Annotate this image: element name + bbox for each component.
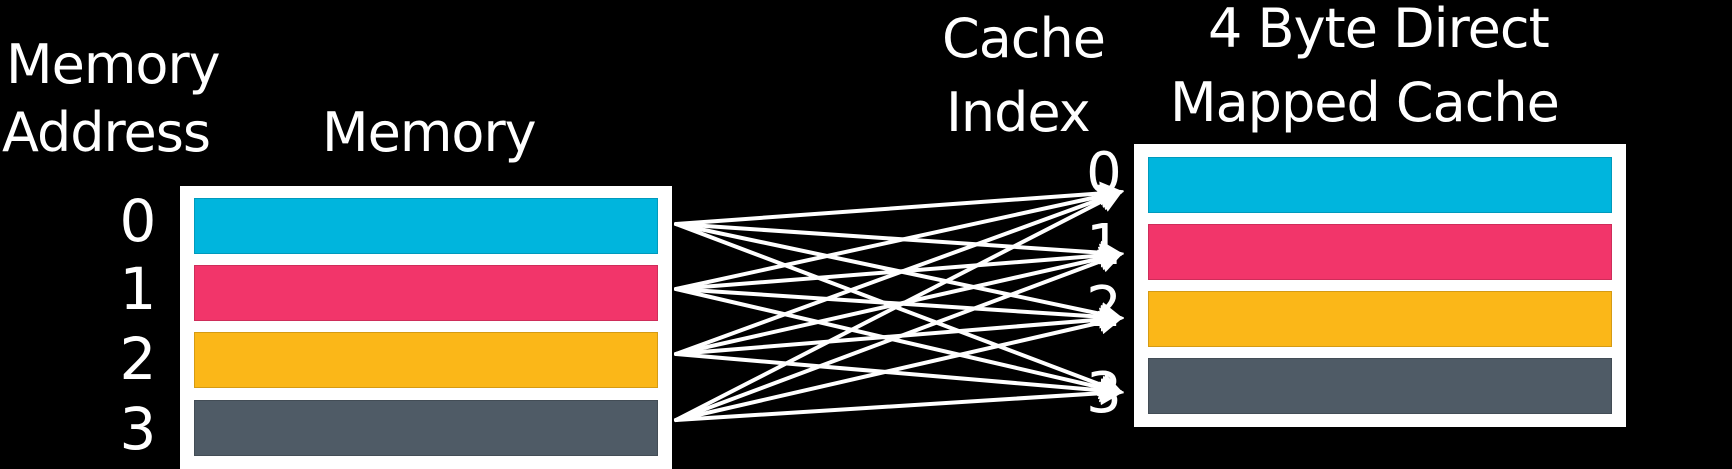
memory-address-label-line1: Memory — [6, 33, 221, 96]
arrow-mem2-to-cache3 — [674, 352, 1124, 403]
cache-block-3 — [1148, 358, 1612, 414]
memory-address-label-line2: Address — [2, 101, 211, 164]
cache-block-0 — [1148, 157, 1612, 213]
arrow-mem3-to-cache3 — [674, 381, 1124, 422]
memory-block-1 — [194, 265, 658, 321]
cache-block-2 — [1148, 291, 1612, 347]
memory-label: Memory — [322, 101, 537, 164]
memory-address-0: 0 — [119, 187, 157, 255]
memory-address-2: 2 — [119, 325, 157, 393]
cache-title-line1: 4 Byte Direct — [1208, 0, 1550, 60]
arrow-mem0-to-cache0 — [674, 181, 1124, 226]
arrow-mem1-to-cache3 — [674, 287, 1124, 400]
cache-panel — [1134, 144, 1626, 427]
memory-block-3 — [194, 400, 658, 456]
arrow-mem2-to-cache0 — [674, 187, 1124, 356]
arrow-mem3-to-cache1 — [674, 249, 1124, 422]
memory-block-0 — [194, 198, 658, 254]
memory-address-3: 3 — [119, 395, 157, 463]
cache-title-line2: Mapped Cache — [1170, 71, 1560, 134]
arrow-mem3-to-cache0 — [674, 190, 1124, 422]
cache-block-1 — [1148, 224, 1612, 280]
cache-index-label-line2: Index — [946, 81, 1091, 144]
arrow-mem3-to-cache2 — [674, 310, 1124, 422]
cache-index-label-line1: Cache — [942, 7, 1106, 70]
memory-address-1: 1 — [119, 255, 157, 323]
arrow-mem1-to-cache0 — [674, 184, 1124, 291]
memory-panel — [180, 186, 672, 469]
memory-block-2 — [194, 332, 658, 388]
